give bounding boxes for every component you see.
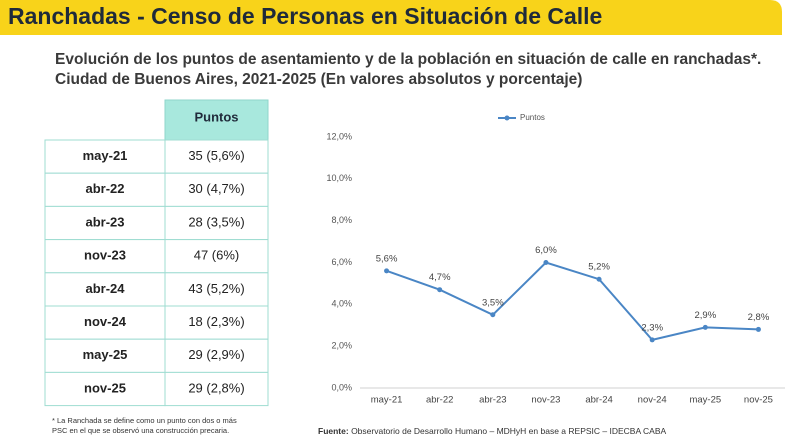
cell-value: 35 (5,6%) bbox=[188, 148, 244, 163]
data-point bbox=[596, 276, 602, 282]
title-bar bbox=[0, 0, 782, 35]
data-point bbox=[702, 324, 708, 330]
y-tick-label: 8,0% bbox=[331, 215, 352, 225]
y-tick-label: 4,0% bbox=[331, 299, 352, 309]
cell bbox=[164, 172, 269, 207]
data-point bbox=[649, 337, 655, 343]
footnote: PSC en el que se observó una construcció… bbox=[52, 426, 229, 435]
subtitle: Evolución de los puntos de asentamiento … bbox=[55, 51, 761, 68]
header-text: Puntos bbox=[194, 109, 238, 124]
data-label: 5,2% bbox=[588, 262, 610, 273]
data-point bbox=[437, 287, 443, 293]
row-label: may-25 bbox=[83, 347, 128, 362]
legend-marker bbox=[504, 115, 510, 121]
cell bbox=[44, 338, 166, 373]
footnote: * La Ranchada se define como un punto co… bbox=[52, 416, 237, 425]
cell-value: 43 (5,2%) bbox=[188, 281, 244, 296]
x-tick-label: may-25 bbox=[689, 395, 721, 406]
cell bbox=[164, 205, 269, 241]
data-point bbox=[490, 312, 496, 318]
x-tick-label: may-21 bbox=[371, 395, 403, 406]
cell-value: 30 (4,7%) bbox=[188, 181, 244, 196]
row-label: nov-24 bbox=[84, 314, 127, 329]
data-point bbox=[755, 326, 761, 332]
data-label: 2,3% bbox=[641, 322, 663, 333]
data-point bbox=[384, 268, 390, 274]
data-label: 5,6% bbox=[376, 253, 398, 264]
row-label: abr-22 bbox=[85, 181, 124, 196]
table: Puntos may-21 35 (5,6%) abr-22 30 (4,7%) abr-… bbox=[44, 99, 269, 407]
source-text: Observatorio de Desarrollo Humano – MDHy… bbox=[349, 426, 667, 436]
x-tick-label: abr-22 bbox=[426, 395, 453, 406]
cell bbox=[44, 239, 166, 274]
cell bbox=[44, 305, 166, 340]
header-cell bbox=[164, 99, 269, 141]
data-label: 6,0% bbox=[535, 245, 557, 256]
cell bbox=[164, 139, 269, 174]
cell-value: 28 (3,5%) bbox=[188, 214, 244, 229]
data-point bbox=[543, 260, 549, 265]
x-tick-label: abr-24 bbox=[585, 395, 612, 406]
y-tick-label: 10,0% bbox=[326, 173, 352, 183]
cell-value: 29 (2,8%) bbox=[188, 380, 244, 395]
data-label: 2,9% bbox=[694, 310, 716, 321]
source-label: Fuente: bbox=[318, 426, 349, 436]
row-label: nov-23 bbox=[84, 248, 126, 263]
y-tick-label: 2,0% bbox=[331, 341, 352, 351]
y-tick-label: 12,0% bbox=[326, 131, 352, 141]
row-label: abr-23 bbox=[85, 214, 124, 229]
cell bbox=[164, 305, 269, 340]
cell bbox=[164, 272, 269, 307]
x-tick-label: abr-23 bbox=[479, 395, 506, 406]
cell-value: 47 (6%) bbox=[194, 248, 240, 263]
y-tick-label: 6,0% bbox=[331, 257, 352, 267]
source: Fuente: Observatorio de Desarrollo Human… bbox=[318, 426, 666, 436]
cell bbox=[44, 205, 166, 241]
cell bbox=[164, 239, 269, 274]
x-tick-label: nov-23 bbox=[531, 395, 560, 406]
data-label: 3,5% bbox=[482, 297, 504, 308]
row-label: abr-24 bbox=[85, 281, 125, 296]
cell bbox=[164, 338, 269, 373]
row-label: may-21 bbox=[83, 148, 128, 163]
y-tick-label: 0,0% bbox=[331, 382, 352, 392]
series-line bbox=[386, 261, 759, 342]
x-tick-label: nov-25 bbox=[744, 395, 773, 406]
cell-value: 29 (2,9%) bbox=[188, 347, 244, 362]
page-title: Ranchadas - Censo de Personas en Situaci… bbox=[8, 3, 602, 29]
subtitle: Ciudad de Buenos Aires, 2021-2025 (En va… bbox=[55, 71, 582, 88]
data-label: 4,7% bbox=[429, 272, 451, 283]
cell-value: 18 (2,3%) bbox=[188, 314, 244, 329]
cell bbox=[164, 371, 269, 407]
data-label: 2,8% bbox=[748, 312, 770, 323]
chart: 0,0% 2,0% 4,0% 6,0% 8,0% 10,0% 12,0% may-21 abr-… bbox=[326, 113, 785, 406]
row-label: nov-25 bbox=[84, 380, 126, 395]
x-tick-label: nov-24 bbox=[638, 395, 667, 406]
legend-label: Puntos bbox=[520, 113, 545, 122]
